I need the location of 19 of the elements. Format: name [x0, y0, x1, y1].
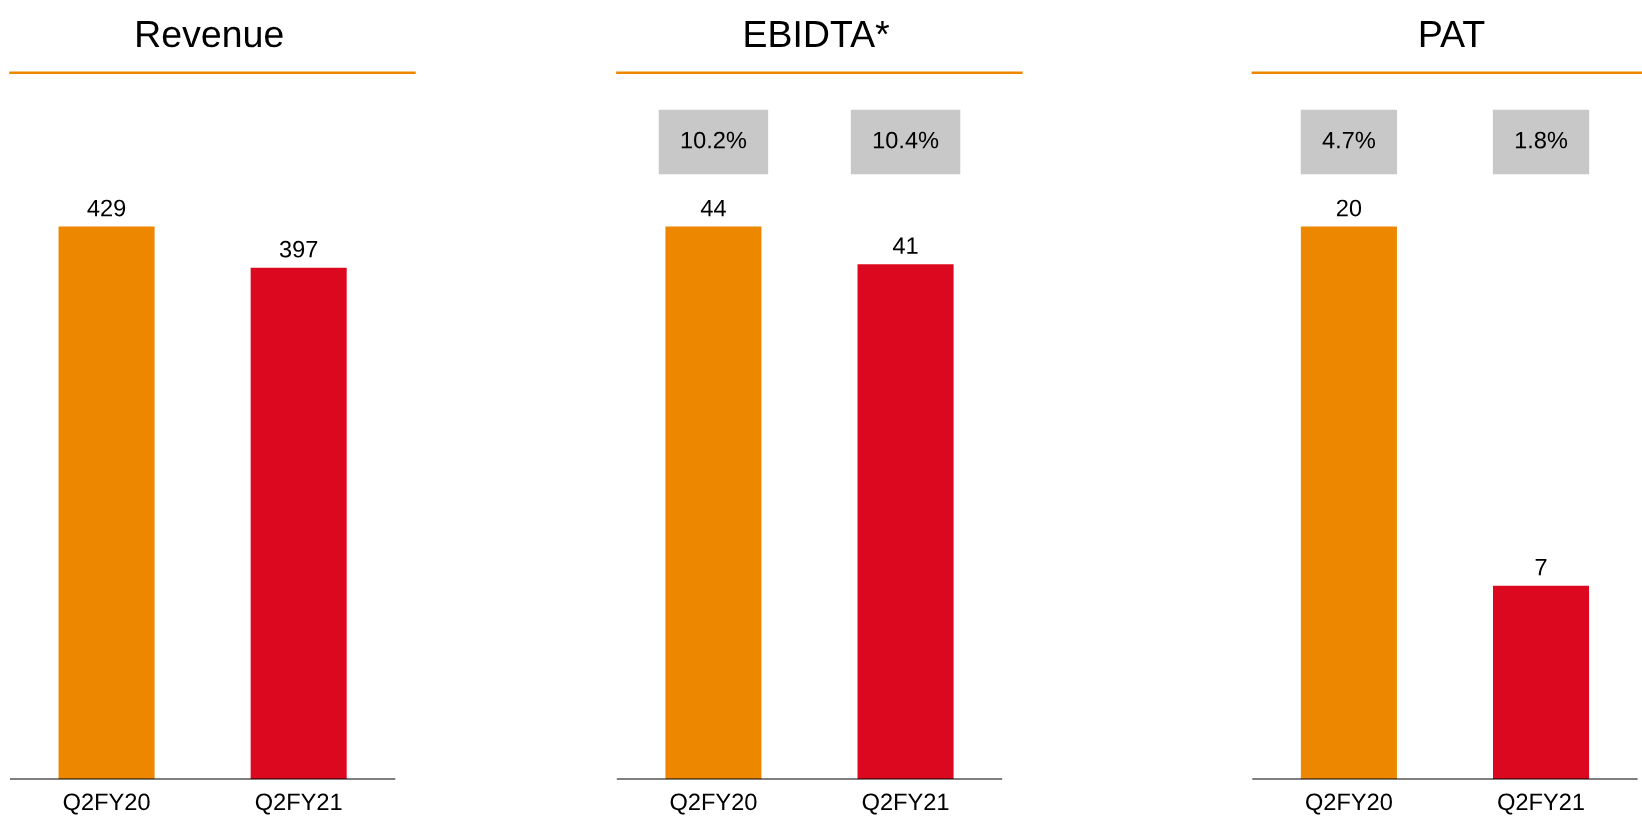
- text: 1.8%: [1515, 131, 1568, 149]
- x-tick-label: Q2FY20: [670, 793, 757, 815]
- data-label: 429: [87, 199, 126, 217]
- x-tick-label: Q2FY20: [63, 793, 150, 815]
- data-label: 20: [1336, 199, 1362, 217]
- data-label: 397: [279, 240, 318, 258]
- x-tick-label: Q2FY21: [255, 793, 342, 815]
- text: 10.4%: [873, 131, 939, 149]
- data-label: 44: [700, 199, 726, 217]
- chart-title: PAT: [1420, 21, 1485, 47]
- x-tick-label: Q2FY21: [862, 793, 949, 815]
- text: 4.7%: [1322, 131, 1375, 149]
- data-label: 41: [892, 237, 918, 254]
- chart-title: Revenue: [137, 21, 283, 48]
- text: 10.2%: [681, 131, 747, 149]
- x-tick-label: Q2FY21: [1498, 793, 1584, 815]
- data-label: 7: [1535, 558, 1547, 576]
- x-tick-label: Q2FY20: [1306, 793, 1392, 815]
- chart-title: EBIDTA*: [745, 21, 890, 47]
